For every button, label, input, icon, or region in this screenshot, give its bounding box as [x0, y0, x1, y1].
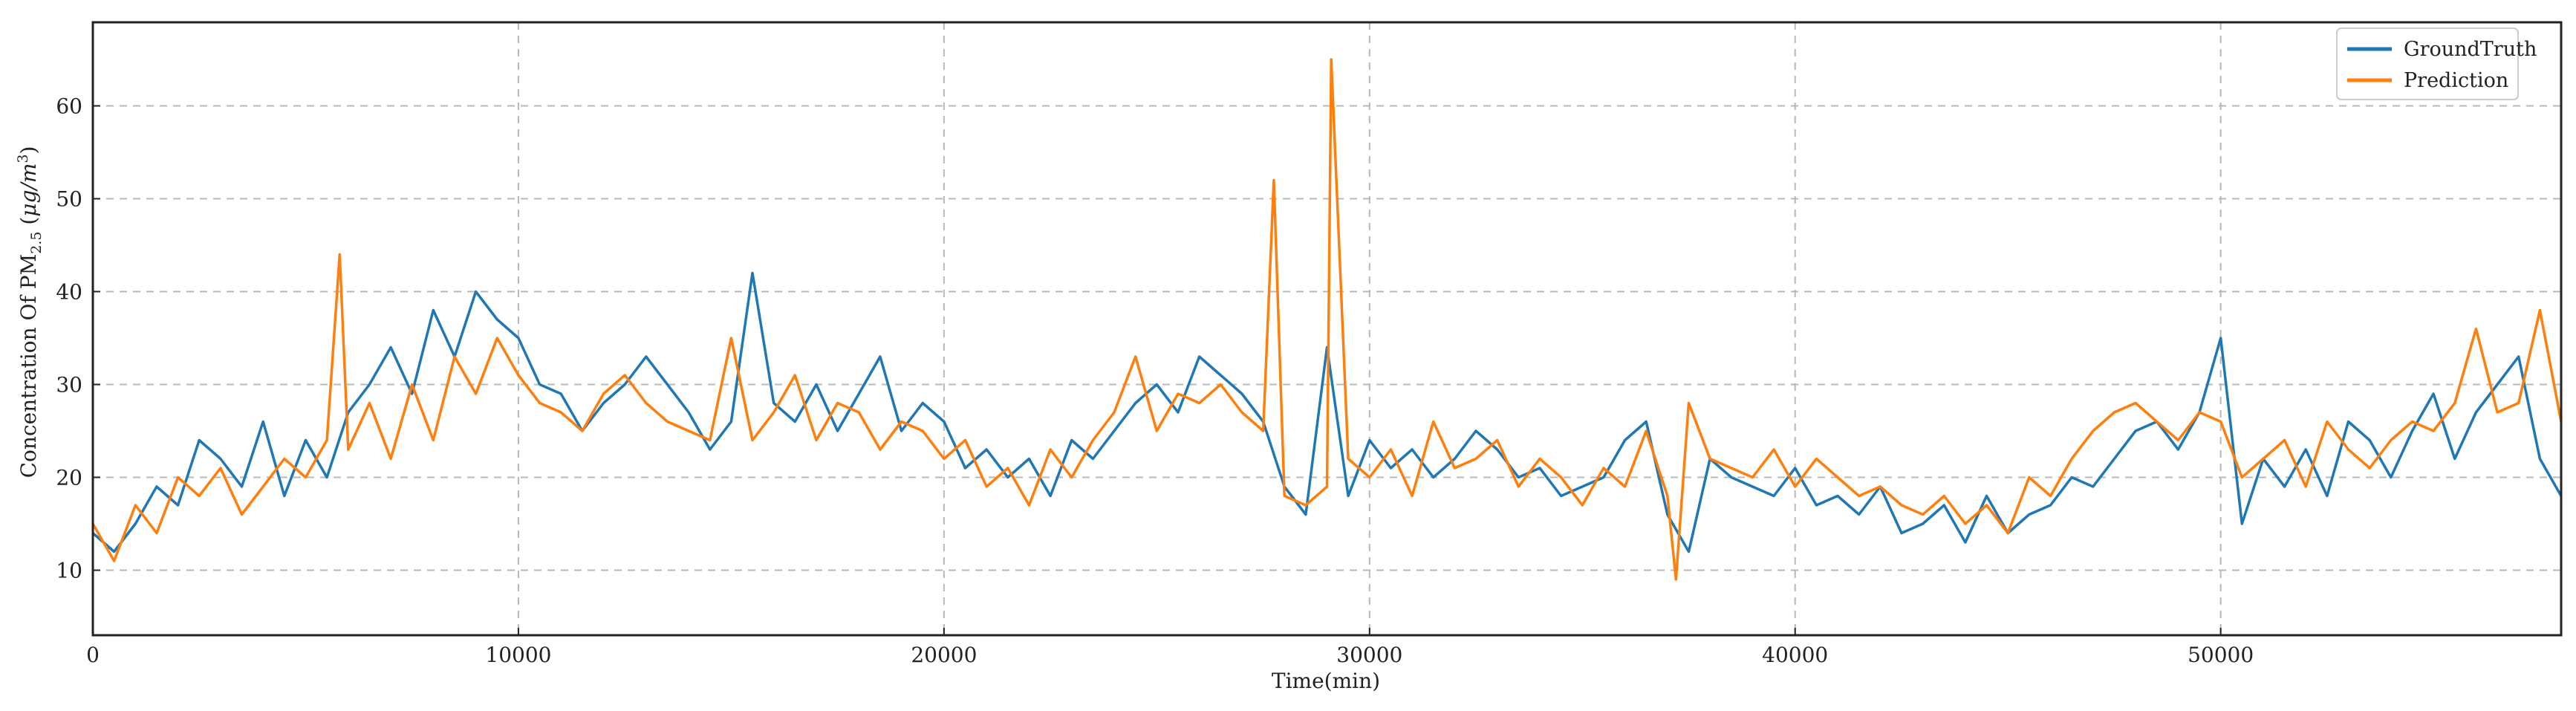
y-axis-label-unit-sup: 3 [15, 155, 31, 163]
y-axis-label-unit-open: ( [16, 217, 41, 232]
x-axis-label: Time(min) [1272, 669, 1380, 693]
y-tick-label: 50 [56, 187, 82, 212]
y-axis-ticks: 10 20 30 40 50 60 [56, 94, 100, 583]
y-tick-label: 20 [56, 466, 82, 490]
y-tick-label: 10 [56, 559, 82, 583]
x-tick-label: 10000 [485, 643, 551, 667]
series-line-prediction [91, 58, 2563, 581]
x-tick-label: 40000 [1762, 643, 1828, 667]
y-axis-label-subscript: 2.5 [28, 232, 45, 254]
legend-label-groundtruth: GroundTruth [2404, 38, 2537, 61]
y-axis-label-unit-close: ) [16, 146, 41, 155]
plot-frame [91, 21, 2563, 637]
x-tick-label: 30000 [1336, 643, 1402, 667]
legend-label-prediction: Prediction [2404, 69, 2508, 92]
y-axis-label: Concentration Of PM2.5 (μg/m3) [15, 146, 45, 478]
x-axis-ticks: 0 10000 20000 30000 40000 50000 [86, 628, 2254, 667]
y-tick-label: 60 [56, 94, 82, 119]
x-tick-label: 50000 [2188, 643, 2254, 667]
y-axis-label-prefix: Concentration Of PM [16, 254, 41, 478]
y-axis-label-unit: μg/m [16, 163, 41, 217]
legend: GroundTruth Prediction [2336, 27, 2537, 100]
y-tick-label: 40 [56, 280, 82, 305]
x-tick-label: 20000 [911, 643, 977, 667]
x-tick-label: 0 [86, 643, 100, 667]
series-lines [91, 58, 2563, 581]
series-line-groundtruth [91, 271, 2563, 553]
y-tick-label: 30 [56, 373, 82, 397]
